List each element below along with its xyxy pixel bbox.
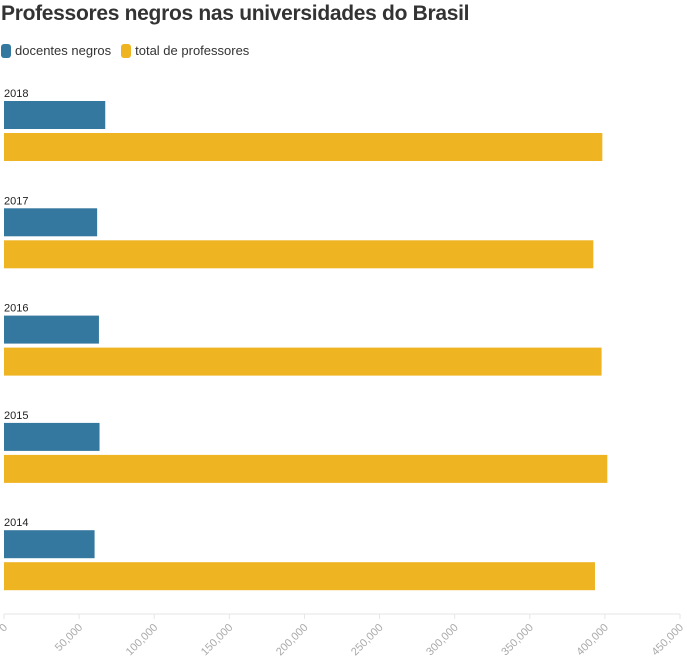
x-tick-label: 200,000 (274, 622, 311, 659)
x-tick-label: 150,000 (199, 622, 236, 659)
bar-total-professores-2017[interactable] (4, 240, 594, 269)
legend-swatch (121, 43, 132, 58)
bar-total-professores-2016[interactable] (4, 347, 602, 376)
bar-docentes-negros-2014[interactable] (4, 530, 95, 559)
x-tick-label: 300,000 (424, 622, 461, 659)
legend-item-total-professores[interactable]: total de professores (121, 43, 249, 58)
x-tick-label: 400,000 (574, 622, 611, 659)
bar-total-professores-2018[interactable] (4, 133, 603, 161)
category-label: 2018 (4, 88, 28, 100)
legend-label: docentes negros (15, 43, 112, 58)
bar-total-professores-2014[interactable] (4, 562, 595, 591)
legend-swatch (1, 43, 11, 58)
chart-title: Professores negros nas universidades do … (1, 2, 470, 25)
x-tick-label: 250,000 (349, 622, 386, 659)
bar-docentes-negros-2018[interactable] (4, 101, 106, 129)
legend-label: total de professores (135, 43, 250, 58)
legend-item-docentes-negros[interactable]: docentes negros (1, 43, 111, 58)
bar-total-professores-2015[interactable] (4, 454, 608, 483)
x-tick-label: 350,000 (499, 622, 536, 659)
bar-docentes-negros-2015[interactable] (4, 422, 100, 451)
category-label: 2017 (4, 195, 28, 207)
x-tick-label: 450,000 (650, 622, 687, 659)
x-tick-label: 100,000 (124, 622, 161, 659)
bar-docentes-negros-2017[interactable] (4, 208, 98, 237)
legend: docentes negros total de professores (1, 43, 249, 58)
category-label: 2015 (4, 410, 28, 422)
x-tick-label: 0 (0, 622, 10, 635)
category-label: 2014 (4, 517, 28, 529)
x-tick-label: 50,000 (53, 622, 85, 654)
bar-docentes-negros-2016[interactable] (4, 315, 99, 344)
category-label: 2016 (4, 303, 28, 315)
